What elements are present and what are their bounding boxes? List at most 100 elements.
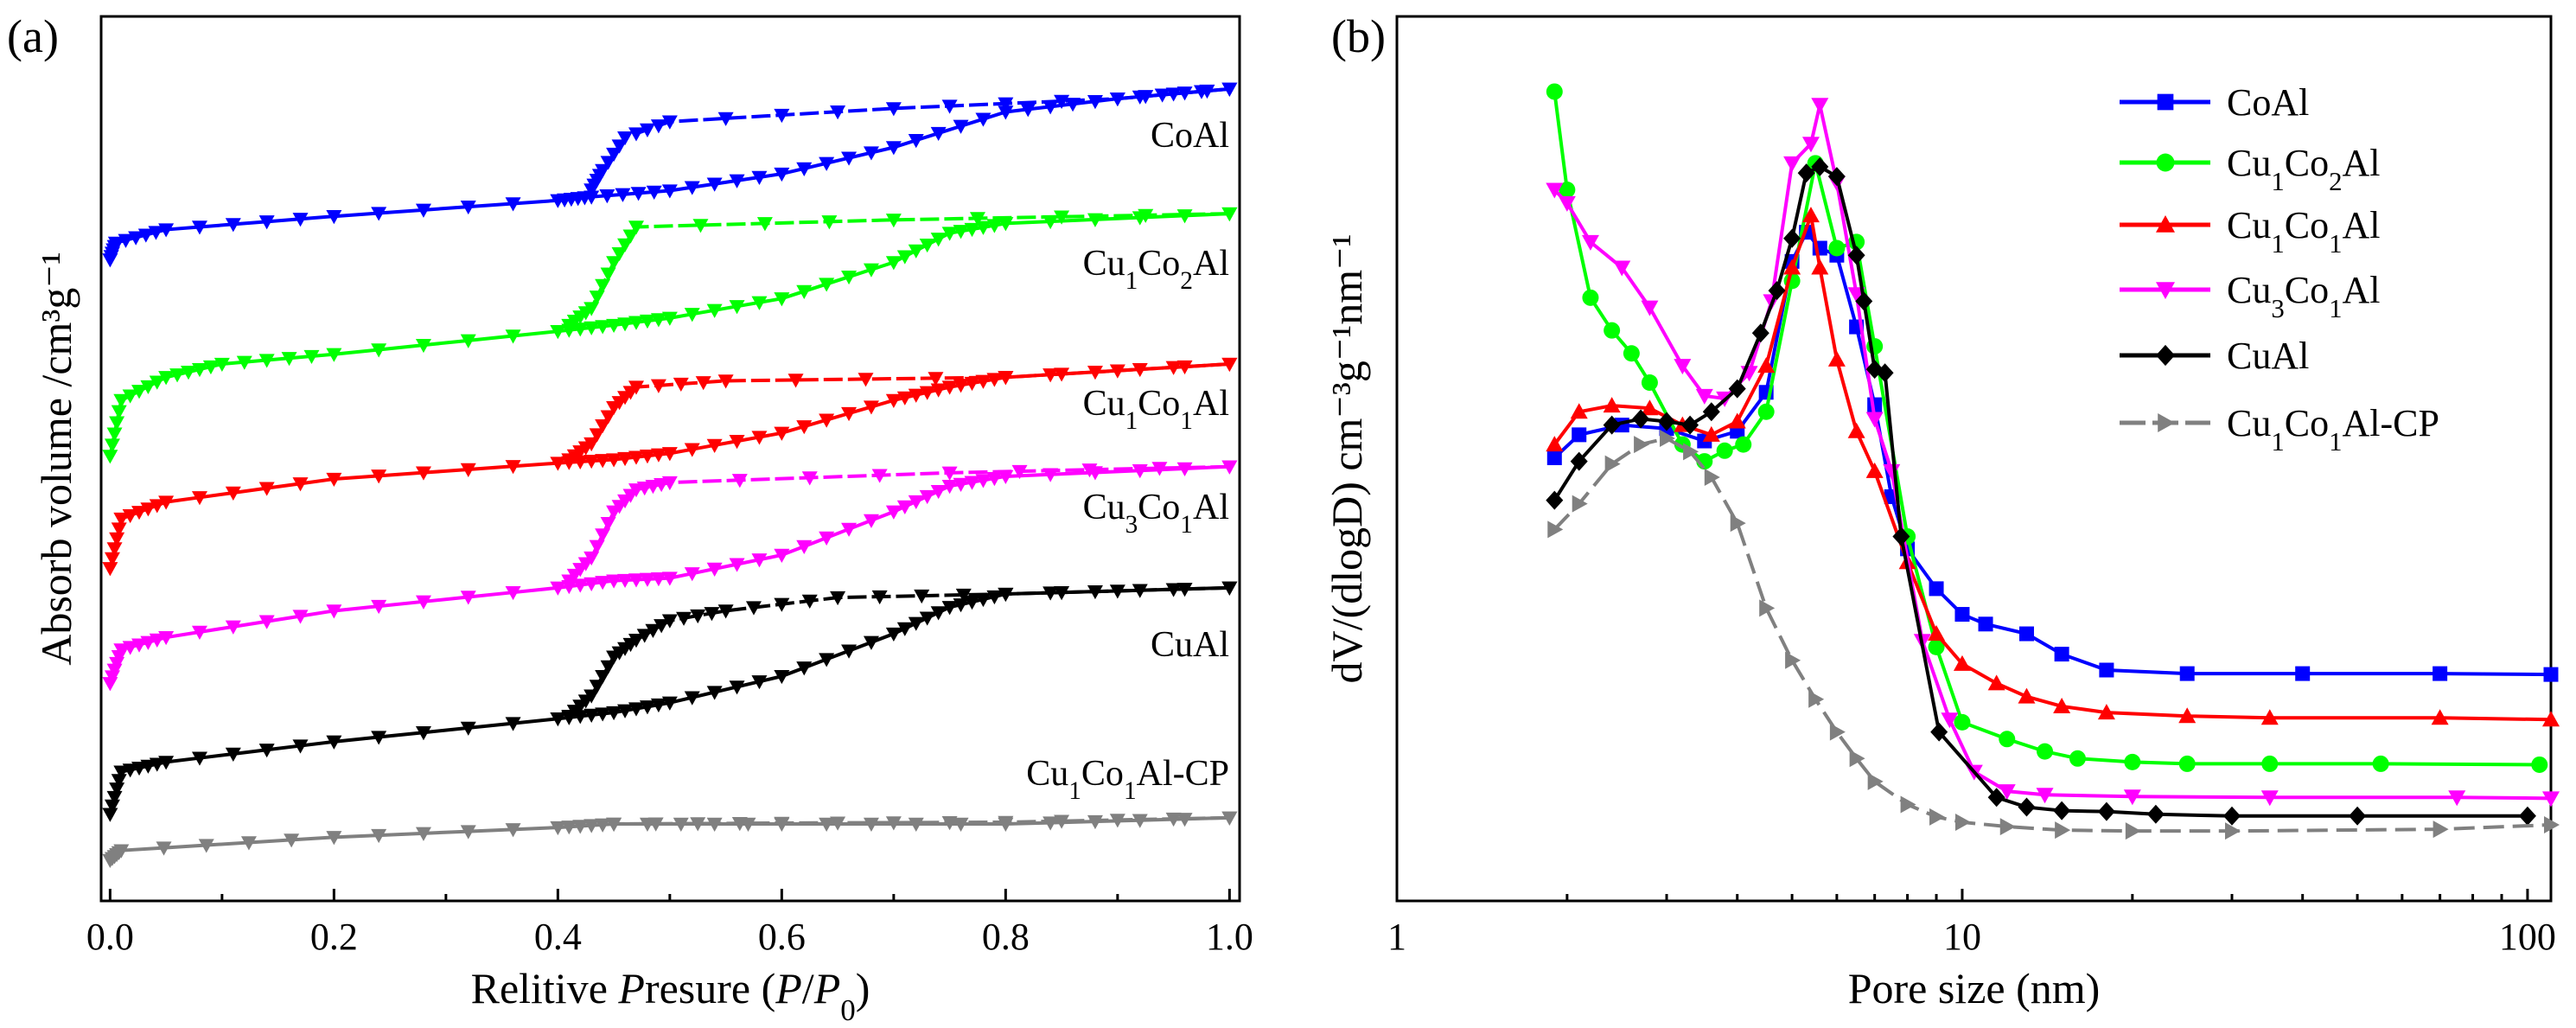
adsorption-point <box>774 167 790 182</box>
adsorption-point <box>202 360 219 375</box>
adsorption-point <box>131 638 148 653</box>
adsorption-point <box>595 576 611 591</box>
legend-marker <box>2156 344 2175 367</box>
adsorption-point <box>118 233 134 248</box>
desorption-point <box>1165 87 1182 102</box>
adsorption-point <box>1176 583 1193 597</box>
data-point <box>1570 451 1588 471</box>
desorption-point <box>639 123 655 137</box>
series-cu1co1al-cp <box>1547 429 2560 840</box>
adsorption-point <box>158 371 175 386</box>
adsorption-point <box>661 184 678 199</box>
data-point <box>2448 790 2466 807</box>
adsorption-point <box>106 427 123 442</box>
data-point <box>2053 801 2071 820</box>
adsorption-point <box>140 380 156 395</box>
data-point <box>1660 429 1676 447</box>
data-point <box>1681 415 1699 435</box>
adsorption-point <box>131 506 148 520</box>
adsorption-point <box>896 391 913 405</box>
adsorption-point <box>113 643 130 658</box>
desorption-point <box>955 588 972 603</box>
adsorption-point <box>599 189 615 204</box>
desorption-point <box>969 212 985 227</box>
series-cu1co1al-cp <box>102 811 1238 868</box>
adsorption-point <box>137 228 154 243</box>
y-axis-label: Absorb volume /cm³g⁻¹ <box>32 252 80 666</box>
desorption-point <box>1054 367 1070 382</box>
data-point <box>2097 704 2115 720</box>
adsorption-point <box>292 610 309 624</box>
adsorption-point <box>630 187 647 201</box>
data-point <box>2146 804 2165 824</box>
data-point <box>1953 654 1971 671</box>
desorption-point <box>774 816 790 831</box>
adsorption-point <box>930 606 947 621</box>
desorption-point <box>1221 357 1238 373</box>
desorption-point <box>561 318 577 334</box>
adsorption-point <box>122 389 138 404</box>
adsorption-point <box>774 292 790 307</box>
adsorption-point <box>258 482 275 496</box>
series-cu1co1al <box>102 357 1238 577</box>
adsorption-point <box>460 825 476 840</box>
desorption-point <box>830 105 846 120</box>
data-point <box>1783 228 1801 248</box>
data-point <box>2123 789 2141 806</box>
data-point <box>1783 259 1801 275</box>
desorption-point <box>1109 364 1125 379</box>
adsorption-point <box>595 320 611 335</box>
adsorption-point <box>941 480 958 495</box>
adsorption-point <box>706 438 723 453</box>
desorption-point <box>606 147 622 163</box>
y-axis-label: dV/(dlogD) cm⁻³g⁻¹nm⁻¹ <box>1323 234 1371 684</box>
desorption-point <box>787 374 804 388</box>
adsorption-point <box>415 203 431 218</box>
data-point <box>1695 388 1713 405</box>
desorption-point <box>885 816 902 831</box>
data-point <box>1811 156 1829 176</box>
data-point <box>1547 520 1564 539</box>
data-point <box>1954 713 1971 731</box>
adsorption-point <box>617 317 634 332</box>
adsorption-point <box>998 469 1014 484</box>
adsorption-point <box>998 105 1014 120</box>
adsorption-point <box>102 450 118 464</box>
desorption-point <box>885 102 902 117</box>
desorption-point <box>1165 583 1182 597</box>
desorption-point <box>1165 361 1182 375</box>
desorption-point <box>704 607 720 622</box>
adsorption-point <box>595 707 611 722</box>
adsorption-point <box>371 828 387 844</box>
legend-label: CoAl <box>2227 81 2309 124</box>
adsorption-point <box>122 763 138 778</box>
adsorption-point <box>628 450 645 465</box>
data-point <box>1613 260 1631 277</box>
desorption-point <box>650 119 666 134</box>
adsorption-point <box>896 250 913 265</box>
adsorption-point <box>371 469 387 484</box>
data-point <box>2018 797 2036 817</box>
x-tick-label: 0.6 <box>758 916 806 958</box>
adsorption-point <box>964 596 980 610</box>
data-point <box>2124 753 2141 770</box>
data-point <box>2260 709 2279 725</box>
adsorption-point <box>505 823 521 838</box>
data-point <box>1546 450 1562 465</box>
data-point <box>1865 462 1884 478</box>
adsorption-point <box>111 522 127 537</box>
desorption-point <box>1011 464 1028 480</box>
data-point <box>1954 607 1970 623</box>
data-point <box>1716 442 1733 459</box>
adsorption-point <box>729 680 745 695</box>
data-point <box>2018 687 2036 704</box>
data-point <box>2531 756 2548 773</box>
data-point <box>1581 234 1599 251</box>
adsorption-point <box>639 450 655 464</box>
desorption-point <box>695 376 711 391</box>
data-point <box>2433 666 2448 681</box>
legend-item: Cu1Co2Al <box>2120 142 2381 196</box>
adsorption-point <box>729 435 745 450</box>
desorption-point <box>595 528 611 543</box>
